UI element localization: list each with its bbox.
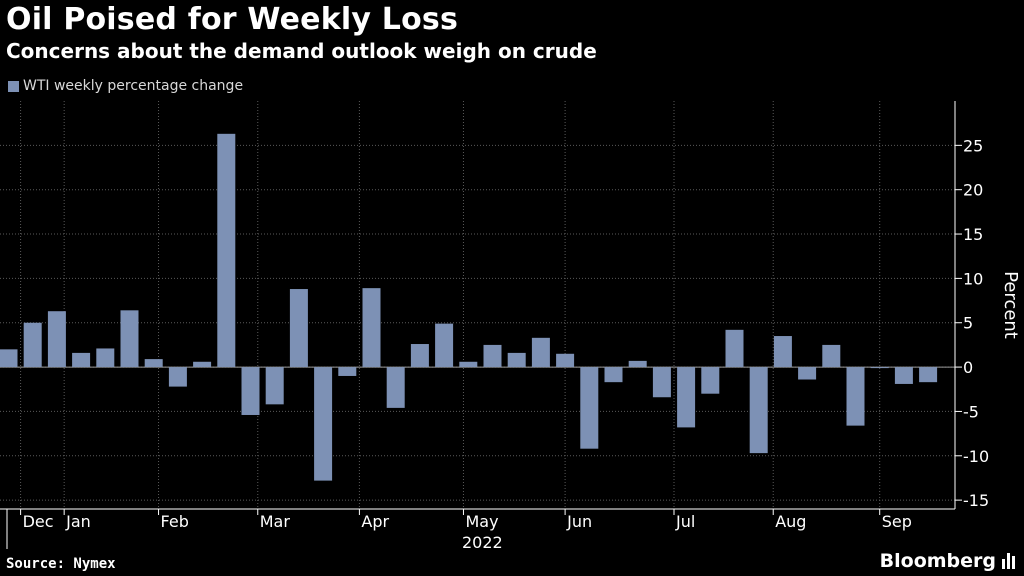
bar: [289, 289, 308, 368]
bar: [919, 367, 938, 383]
bar: [193, 361, 212, 368]
bar: [894, 367, 913, 384]
bar: [652, 367, 671, 398]
bar: [459, 361, 478, 368]
bar: [314, 367, 333, 481]
bar: [72, 352, 91, 368]
bar: [144, 359, 163, 368]
bar: [265, 367, 284, 405]
x-year-label: 2022: [462, 533, 503, 552]
bar: [338, 367, 357, 376]
x-tick-label: Apr: [361, 512, 389, 531]
x-tick-label: Jul: [675, 512, 695, 531]
bar: [580, 367, 599, 449]
bar: [604, 367, 623, 383]
x-tick-label: May: [465, 512, 498, 531]
bar: [217, 133, 236, 368]
bar: [120, 310, 139, 368]
bar: [0, 349, 18, 368]
chart-subtitle: Concerns about the demand outlook weigh …: [6, 39, 597, 63]
bar: [47, 311, 66, 368]
bar: [701, 367, 720, 394]
y-tick-label: 5: [963, 314, 973, 333]
y-axis-title: Percent: [1000, 271, 1021, 339]
y-tick-label: -10: [963, 447, 989, 466]
bar: [362, 288, 381, 368]
bar: [725, 329, 744, 368]
y-tick-label: 0: [963, 358, 973, 377]
bar: [96, 348, 115, 368]
brand-name: Bloomberg: [879, 550, 996, 572]
x-tick-label: Feb: [161, 512, 189, 531]
bar: [773, 336, 792, 368]
x-tick-label: Aug: [775, 512, 806, 531]
source-note: Source: Nymex: [6, 556, 116, 572]
bar: [435, 323, 454, 368]
bar: [531, 337, 550, 368]
x-tick-label: Dec: [23, 512, 54, 531]
bar: [556, 353, 575, 368]
bar: [822, 344, 841, 368]
x-tick-label: Jun: [566, 512, 592, 531]
bar: [386, 367, 405, 408]
bar: [846, 367, 865, 426]
y-tick-label: -5: [963, 402, 979, 421]
bar: [168, 367, 187, 387]
y-tick-label: 10: [963, 269, 983, 288]
bar: [483, 344, 502, 368]
x-tick-label: Mar: [260, 512, 291, 531]
bar: [870, 367, 889, 369]
chart-title: Oil Poised for Weekly Loss: [6, 2, 459, 37]
x-tick-label: Sep: [882, 512, 912, 531]
bar: [798, 367, 817, 380]
y-tick-label: -15: [963, 491, 989, 510]
bar: [677, 367, 696, 428]
bar: [241, 367, 260, 415]
legend-label: WTI weekly percentage change: [23, 78, 244, 94]
bar: [410, 344, 429, 368]
bar: [628, 360, 647, 368]
y-tick-label: 25: [963, 136, 983, 155]
legend: WTI weekly percentage change: [8, 78, 243, 94]
bar: [507, 352, 526, 368]
bar: [749, 367, 768, 454]
y-tick-label: 15: [963, 225, 983, 244]
brand-logo: Bloomberg: [880, 550, 1016, 572]
legend-swatch: [8, 80, 19, 92]
bloomberg-mark-icon: [1002, 553, 1015, 569]
bar: [23, 322, 42, 368]
x-tick-label: Jan: [65, 512, 91, 531]
y-tick-label: 20: [963, 181, 983, 200]
